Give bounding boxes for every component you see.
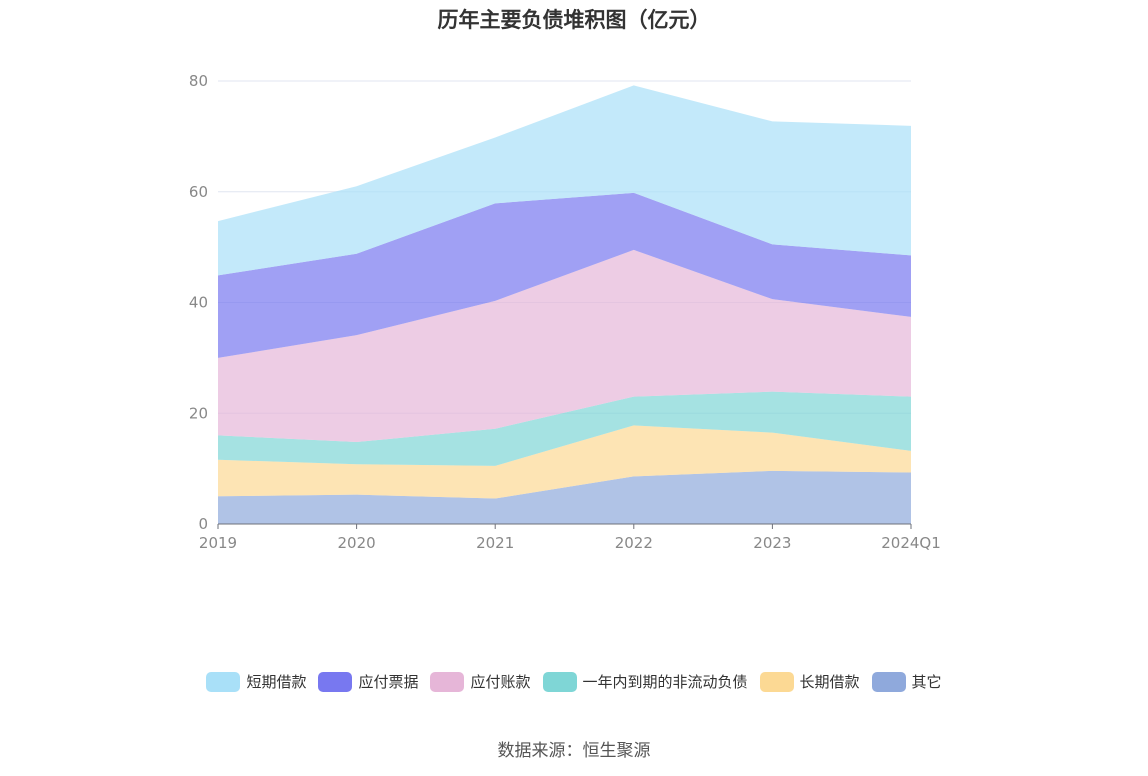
area-series-0[interactable] bbox=[218, 470, 911, 524]
y-tick-label: 80 bbox=[189, 72, 208, 90]
legend-label: 应付票据 bbox=[358, 673, 419, 691]
legend-label: 应付账款 bbox=[470, 673, 531, 691]
legend-swatch bbox=[318, 671, 353, 692]
x-tick-label: 2022 bbox=[615, 534, 653, 552]
legend-item-notes-payable[interactable]: 应付票据 bbox=[318, 671, 418, 692]
data-source: 数据来源：恒生聚源 bbox=[497, 741, 651, 761]
x-tick-label: 2021 bbox=[476, 534, 514, 552]
legend-swatch bbox=[430, 671, 465, 692]
axes: 0 20 40 60 80 2019 2020 2021 2022 2023 2024Q1 bbox=[189, 72, 941, 552]
legend-swatch bbox=[542, 671, 577, 692]
legend-item-current-noncurrent-liabilities[interactable]: 一年内到期的非流动负债 bbox=[542, 671, 748, 692]
legend-swatch bbox=[871, 671, 906, 692]
legend-swatch bbox=[206, 671, 241, 692]
legend: 短期借款 应付票据 应付账款 一年内到期的非流动负债 长期借款 其它 bbox=[0, 671, 1148, 692]
legend-item-long-term-loans[interactable]: 长期借款 bbox=[759, 671, 860, 692]
legend-label: 一年内到期的非流动负债 bbox=[582, 673, 748, 691]
legend-item-other[interactable]: 其它 bbox=[871, 671, 942, 692]
y-tick-label: 0 bbox=[198, 515, 208, 533]
y-tick-label: 20 bbox=[189, 404, 208, 422]
area-series-2[interactable] bbox=[218, 391, 911, 466]
x-tick-label: 2023 bbox=[753, 534, 791, 552]
legend-label: 短期借款 bbox=[246, 673, 307, 691]
legend-label: 长期借款 bbox=[799, 673, 860, 691]
y-tick-label: 40 bbox=[189, 294, 208, 312]
legend-item-accounts-payable[interactable]: 应付账款 bbox=[430, 671, 531, 692]
x-tick-label: 2024Q1 bbox=[881, 534, 941, 552]
legend-item-short-term-loans[interactable]: 短期借款 bbox=[206, 671, 306, 692]
chart-title: 历年主要负债堆积图（亿元） bbox=[437, 8, 711, 32]
y-tick-label: 60 bbox=[189, 183, 208, 201]
area-series-4[interactable] bbox=[218, 192, 911, 358]
area-series-1[interactable] bbox=[218, 425, 911, 499]
area-series-group bbox=[218, 85, 911, 524]
legend-label: 其它 bbox=[911, 673, 942, 691]
x-tick-label: 2020 bbox=[338, 534, 376, 552]
legend-swatch bbox=[759, 671, 794, 692]
area-series-5[interactable] bbox=[218, 85, 911, 276]
x-tick-label: 2019 bbox=[199, 534, 237, 552]
area-series-3[interactable] bbox=[218, 249, 911, 443]
stacked-area-chart: 0 20 40 60 80 2019 2020 2021 2022 2023 2024Q1 bbox=[189, 72, 941, 552]
